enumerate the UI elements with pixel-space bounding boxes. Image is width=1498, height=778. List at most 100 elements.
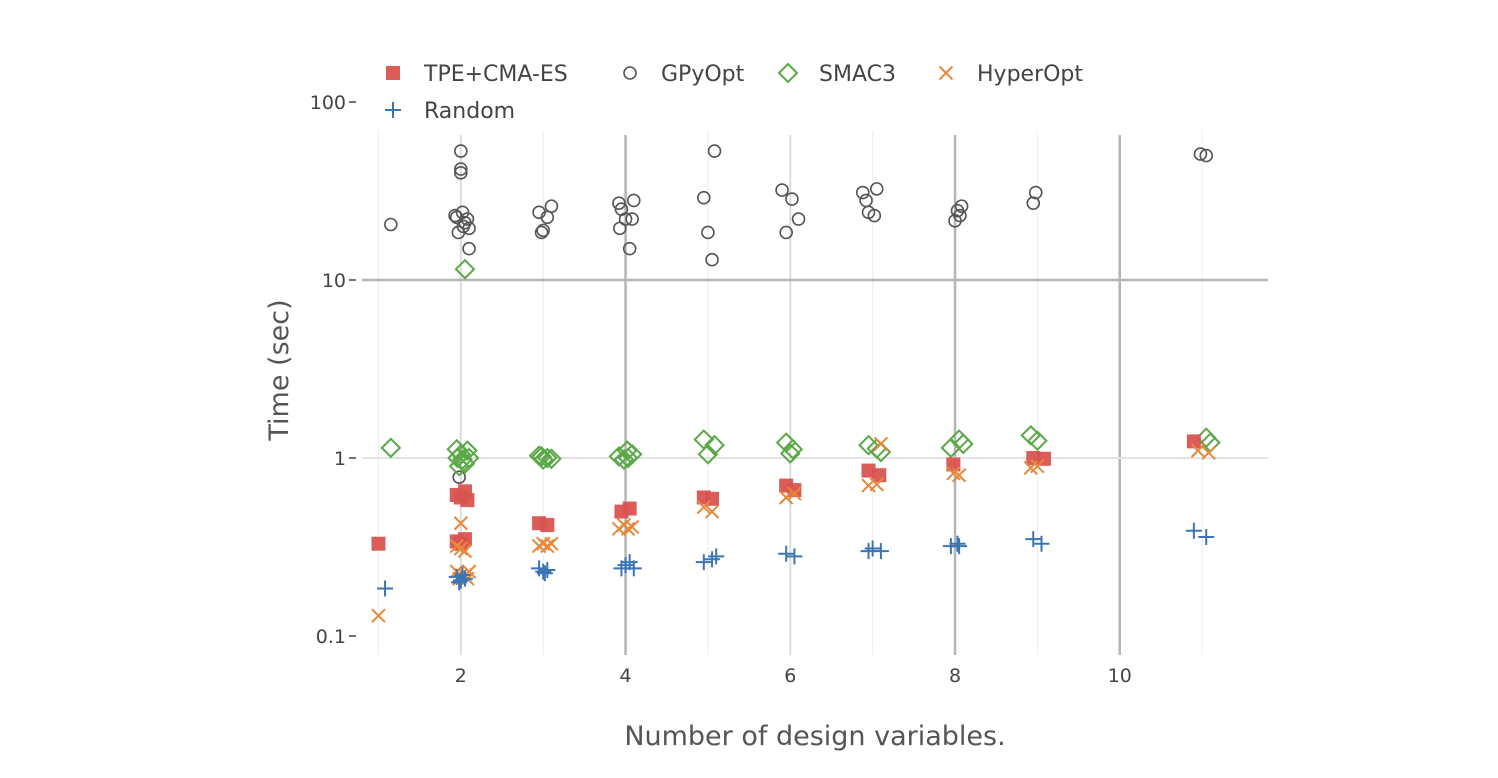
- data-point: [454, 162, 468, 176]
- data-point: [708, 548, 725, 565]
- y-tick-label: 0.1: [316, 626, 346, 648]
- data-point: [697, 190, 711, 205]
- data-point: [954, 199, 969, 213]
- data-point: [531, 446, 552, 467]
- data-point: [782, 438, 804, 460]
- data-point: [540, 538, 555, 554]
- data-point: [701, 225, 715, 240]
- data-point: [1199, 148, 1214, 163]
- data-point: [612, 221, 627, 236]
- data-point: [872, 543, 889, 560]
- x-tick-label: 4: [620, 665, 632, 687]
- data-point: [540, 518, 555, 533]
- gridlines: [362, 130, 1268, 655]
- x-tick-label: 2: [455, 665, 467, 687]
- x-tick-label: 10: [1108, 665, 1132, 687]
- data-point: [453, 516, 469, 531]
- data-point: [457, 543, 473, 559]
- series-random: [377, 522, 1215, 597]
- data-point: [779, 225, 793, 240]
- data-point: [625, 560, 642, 577]
- legend-item: HyperOpt: [938, 62, 1083, 87]
- data-point: [951, 538, 968, 555]
- axes: 0.1 1 10 100 2 4 6 8 10: [310, 92, 1132, 687]
- legend-label: GPyOpt: [661, 62, 745, 87]
- data-point: [787, 486, 802, 501]
- legend-marker: [777, 62, 799, 84]
- data-point: [869, 477, 884, 492]
- data-point: [696, 499, 712, 515]
- data-point: [457, 440, 478, 462]
- series-hyperopt: [371, 436, 1216, 623]
- data-point: [544, 536, 559, 551]
- data-point: [778, 490, 794, 505]
- y-tick-label: 100: [310, 92, 346, 114]
- data-point: [534, 225, 549, 240]
- data-point: [617, 557, 634, 574]
- y-tick-label: 1: [334, 448, 346, 470]
- data-point: [454, 166, 468, 180]
- data-point: [1028, 185, 1043, 200]
- data-point: [626, 193, 641, 208]
- x-tick-label: 8: [949, 665, 961, 687]
- data-point: [454, 567, 471, 584]
- legend-marker: [623, 66, 637, 80]
- data-point: [1033, 535, 1050, 552]
- legend-marker: [938, 65, 954, 81]
- data-point: [622, 501, 637, 516]
- data-point: [452, 470, 466, 485]
- data-point: [775, 183, 789, 197]
- data-point: [873, 436, 889, 452]
- legend-label: Random: [424, 99, 515, 124]
- data-point: [447, 447, 468, 469]
- data-point: [451, 574, 468, 591]
- legend-label: TPE+CMA-ES: [423, 62, 568, 87]
- data-point: [785, 192, 799, 206]
- data-point: [535, 563, 552, 580]
- data-point: [612, 196, 626, 211]
- data-point: [951, 468, 967, 483]
- data-point: [536, 223, 551, 238]
- data-point: [452, 449, 473, 470]
- data-point: [707, 144, 722, 158]
- data-point: [380, 437, 402, 459]
- legend-item: Random: [385, 99, 515, 124]
- data-point: [454, 144, 468, 158]
- data-point: [864, 540, 881, 557]
- data-point: [620, 521, 636, 537]
- data-point: [453, 541, 469, 556]
- data-point: [448, 208, 462, 223]
- data-points: [371, 144, 1221, 623]
- data-point: [541, 448, 562, 470]
- legend-item: SMAC3: [777, 62, 896, 87]
- data-point: [704, 434, 725, 456]
- data-point: [704, 504, 720, 519]
- data-point: [946, 457, 961, 472]
- data-point: [454, 258, 476, 280]
- data-point: [449, 538, 464, 554]
- data-point: [617, 447, 639, 469]
- data-point: [1198, 528, 1215, 545]
- legend-item: TPE+CMA-ES: [386, 62, 568, 87]
- data-point: [371, 536, 386, 551]
- legend-label: SMAC3: [819, 62, 896, 87]
- data-point: [462, 241, 476, 256]
- data-point: [867, 208, 882, 223]
- data-point: [377, 580, 394, 597]
- data-point: [778, 545, 795, 562]
- data-point: [624, 519, 640, 535]
- legend-item: GPyOpt: [623, 62, 745, 87]
- data-point: [952, 433, 974, 455]
- data-point: [1193, 147, 1208, 161]
- data-point: [456, 219, 471, 234]
- legend-marker: [385, 102, 401, 118]
- data-point: [859, 193, 873, 208]
- data-point: [454, 453, 476, 475]
- data-point: [861, 463, 876, 478]
- data-point: [949, 535, 966, 552]
- data-point: [697, 443, 719, 465]
- data-point: [869, 182, 884, 196]
- data-point: [536, 447, 558, 469]
- data-point: [1025, 531, 1042, 548]
